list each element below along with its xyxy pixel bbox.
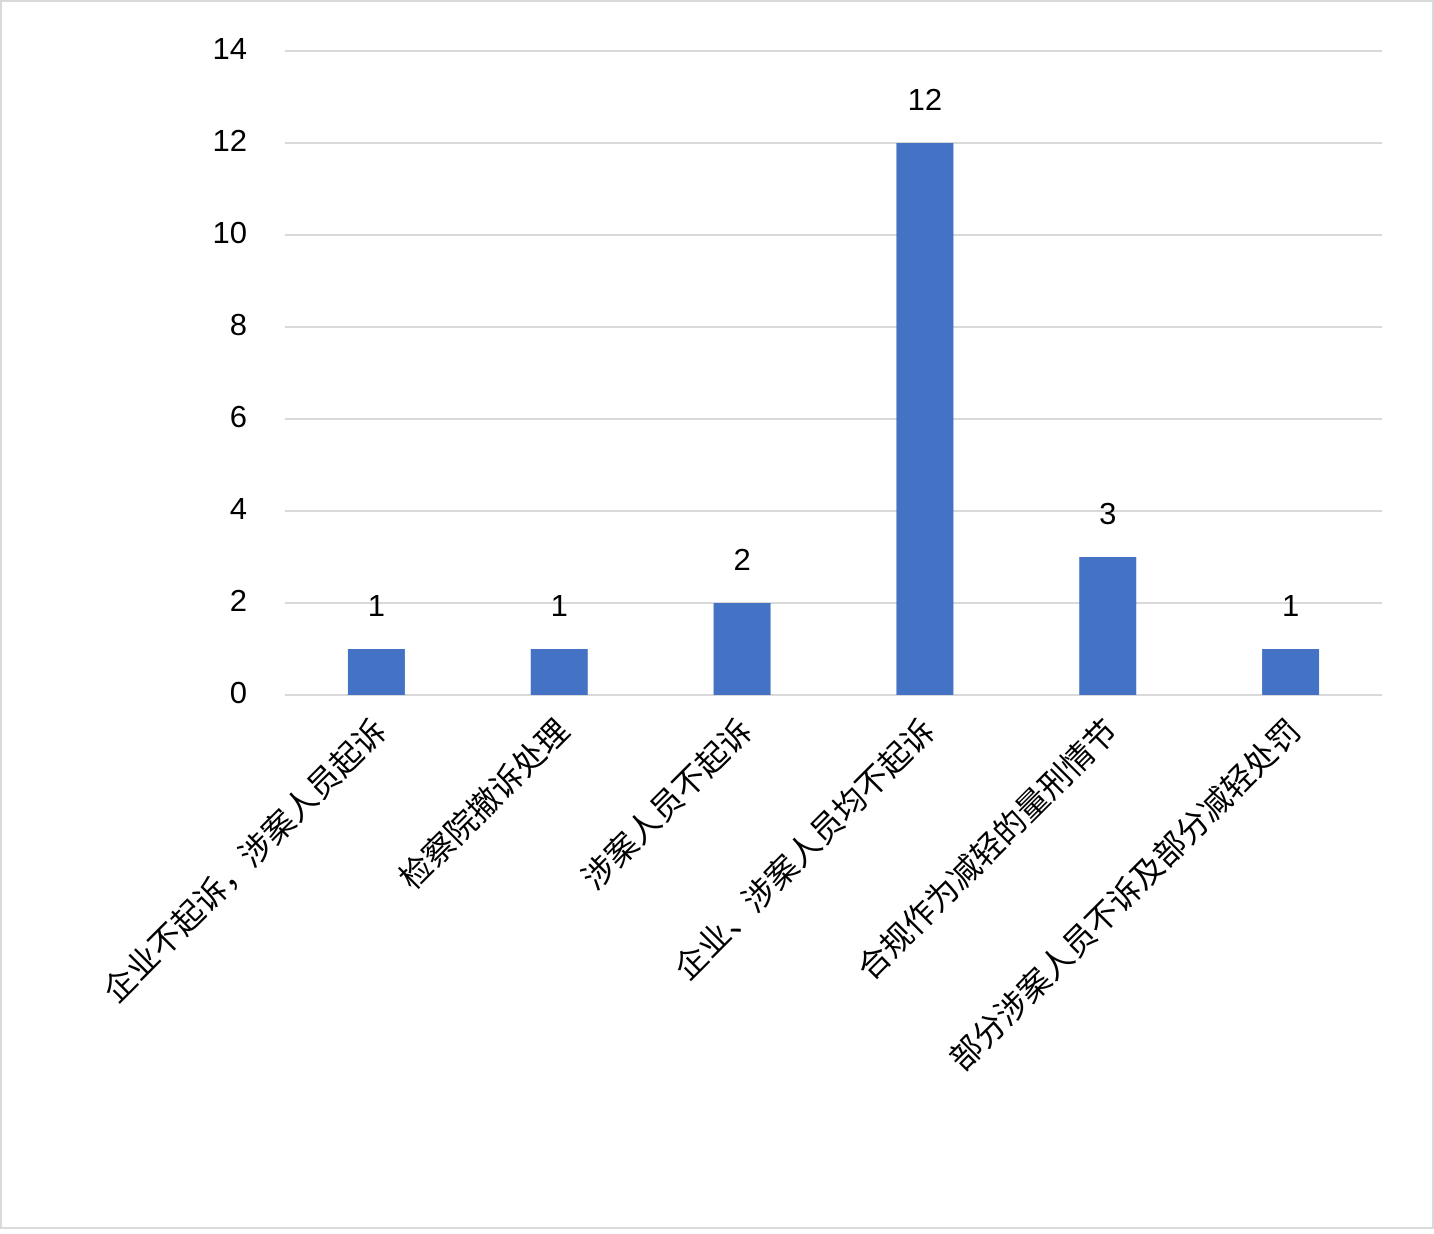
data-label: 3 (1099, 496, 1116, 531)
bar (530, 649, 588, 695)
bar (1079, 557, 1137, 695)
bar (1262, 649, 1320, 695)
data-label: 1 (551, 588, 568, 623)
bar (713, 603, 771, 695)
y-tick-label: 4 (230, 491, 247, 526)
bar (347, 649, 405, 695)
data-label: 12 (908, 82, 942, 117)
bar (896, 143, 954, 695)
data-label: 1 (368, 588, 385, 623)
y-tick-label: 14 (213, 31, 247, 66)
y-tick-label: 8 (230, 307, 247, 342)
data-label: 1 (1282, 588, 1299, 623)
data-label: 2 (733, 542, 750, 577)
y-tick-label: 6 (230, 399, 247, 434)
y-tick-label: 2 (230, 583, 247, 618)
y-tick-label: 0 (230, 675, 247, 710)
y-tick-label: 10 (213, 215, 247, 250)
y-tick-label: 12 (213, 123, 247, 158)
